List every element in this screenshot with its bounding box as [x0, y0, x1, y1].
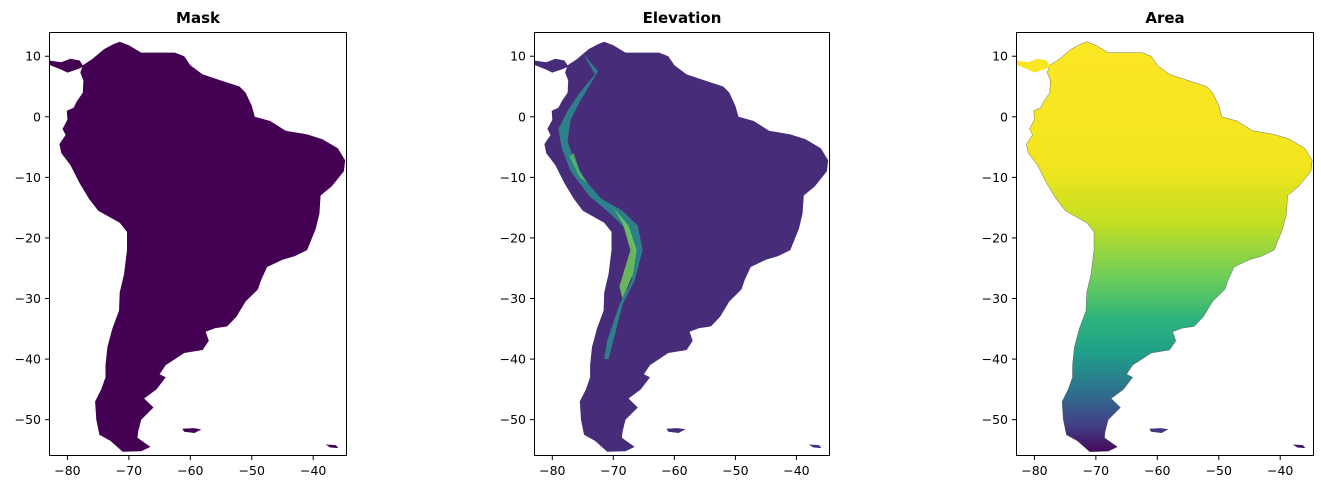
- land-layer: [1016, 41, 1313, 453]
- south-georgia-island: [808, 444, 822, 449]
- y-tick-label: −30: [15, 291, 41, 306]
- axes-frame: [49, 32, 347, 456]
- altiplano-high: [613, 207, 637, 299]
- y-tick-label: −10: [15, 170, 41, 185]
- x-tick-label: −50: [722, 463, 748, 478]
- y-tick-label: 0: [518, 109, 526, 124]
- y-tick-label: −10: [500, 170, 526, 185]
- y-tick-label: −50: [500, 412, 526, 427]
- y-tick-label: −30: [500, 291, 526, 306]
- y-tick-label: −50: [15, 412, 41, 427]
- x-tick-label: −70: [116, 463, 142, 478]
- axes-frame: [534, 32, 830, 456]
- panel-title: Mask: [176, 9, 221, 27]
- south-america-landmass: [59, 41, 346, 452]
- x-tick-label: −70: [1083, 463, 1109, 478]
- x-tick-label: −40: [1267, 463, 1293, 478]
- y-tick-label: −20: [500, 230, 526, 245]
- panama-landmass: [1016, 58, 1051, 73]
- x-tick-label: −60: [661, 463, 687, 478]
- map-panel-area: Area −80 −70 −60 −50 −40 10 0 −10 −20 −30 −40 −50: [982, 9, 1314, 478]
- y-tick-label: −20: [982, 230, 1008, 245]
- y-tick-label: 10: [25, 49, 41, 64]
- y-tick-label: −10: [982, 170, 1008, 185]
- land-layer: [534, 41, 829, 452]
- x-tick-label: −50: [1206, 463, 1232, 478]
- x-tick-label: −80: [539, 463, 565, 478]
- south-america-landmass: [544, 41, 829, 452]
- andes-peaks-north: [569, 153, 588, 184]
- x-tick-label: −60: [177, 463, 203, 478]
- x-tick-label: −50: [239, 463, 265, 478]
- x-tick-label: −40: [783, 463, 809, 478]
- falkland-islands: [182, 428, 202, 433]
- map-panel-mask: Mask −80 −70 −60 −50 −40 10 0 −10 −20 −30 −40 −50: [15, 9, 347, 478]
- y-tick-label: −50: [982, 412, 1008, 427]
- axes-frame: [1016, 32, 1314, 456]
- y-tick-label: −20: [15, 230, 41, 245]
- x-tick-label: −80: [54, 463, 80, 478]
- panama-landmass: [534, 58, 569, 73]
- panel-title: Elevation: [643, 9, 722, 27]
- south-georgia-island: [325, 444, 339, 449]
- south-america-landmass: [1026, 41, 1313, 453]
- map-panel-elevation: Elevation −80 −70 −60 −50 −40 10 0 −10 −20 −30 −40 −…: [500, 9, 830, 478]
- land-layer: [49, 41, 346, 452]
- south-georgia-island: [1292, 444, 1306, 449]
- y-tick-label: −30: [982, 291, 1008, 306]
- x-tick-label: −70: [600, 463, 626, 478]
- x-tick-label: −40: [300, 463, 326, 478]
- y-tick-label: 0: [33, 109, 41, 124]
- y-tick-label: 10: [992, 49, 1008, 64]
- x-tick-label: −60: [1144, 463, 1170, 478]
- y-tick-label: −40: [15, 352, 41, 367]
- x-tick-label: −80: [1021, 463, 1047, 478]
- y-tick-label: −40: [500, 352, 526, 367]
- y-tick-label: 0: [1000, 109, 1008, 124]
- falkland-islands: [666, 428, 686, 433]
- panel-title: Area: [1145, 9, 1184, 27]
- falkland-islands: [1149, 428, 1169, 433]
- y-tick-label: −40: [982, 352, 1008, 367]
- y-tick-label: 10: [510, 49, 526, 64]
- panama-landmass: [49, 58, 84, 73]
